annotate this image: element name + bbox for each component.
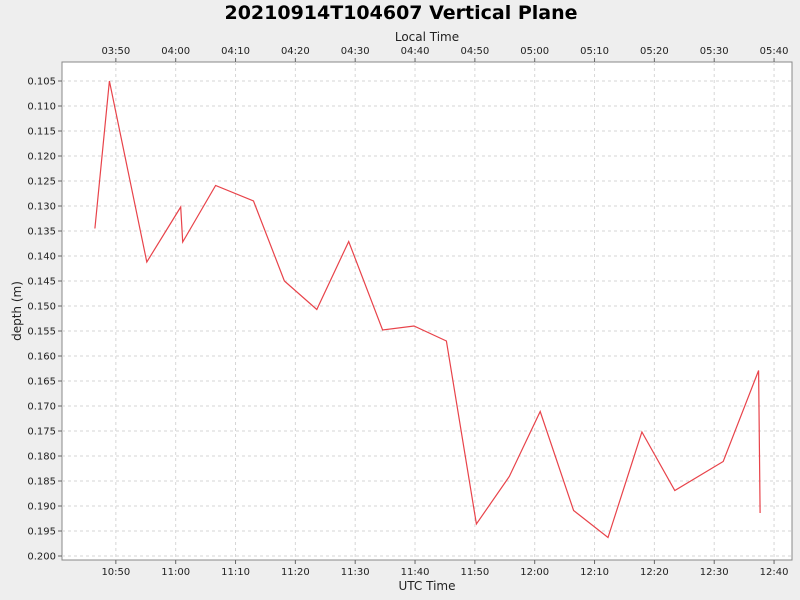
x-tick-label: 10:50 (101, 567, 130, 578)
y-tick-label: 0.135 (27, 227, 56, 238)
y-tick-label: 0.105 (27, 77, 56, 88)
x2-tick-label: 05:30 (700, 46, 729, 57)
y-tick-label: 0.155 (27, 327, 56, 338)
y-tick-label: 0.185 (27, 477, 56, 488)
x2-tick-label: 04:50 (460, 46, 489, 57)
x-tick-label: 11:50 (460, 567, 489, 578)
y-tick-label: 0.170 (27, 402, 56, 413)
x2-tick-label: 03:50 (101, 46, 130, 57)
x2-tick-label: 05:20 (640, 46, 669, 57)
x2-tick-label: 04:20 (281, 46, 310, 57)
y-tick-label: 0.165 (27, 377, 56, 388)
x2-tick-label: 04:10 (221, 46, 250, 57)
y-tick-label: 0.115 (27, 127, 56, 138)
x-tick-label: 12:30 (700, 567, 729, 578)
y-tick-label: 0.120 (27, 152, 56, 163)
x-tick-label: 11:30 (341, 567, 370, 578)
y-tick-label: 0.130 (27, 202, 56, 213)
x-tick-label: 12:40 (760, 567, 789, 578)
y-tick-label: 0.145 (27, 277, 56, 288)
x-tick-label: 12:10 (580, 567, 609, 578)
x2-tick-label: 04:40 (401, 46, 430, 57)
series-layer (94, 80, 761, 539)
y-tick-label: 0.110 (27, 102, 56, 113)
axis-ticks: 10:50 03:50 11:00 04:00 11:10 04:10 11:20 04:20… (27, 46, 788, 578)
x2-tick-label: 04:30 (341, 46, 370, 57)
y-tick-label: 0.190 (27, 502, 56, 513)
x2-tick-label: 05:10 (580, 46, 609, 57)
y-tick-label: 0.160 (27, 352, 56, 363)
grid (62, 62, 792, 560)
x2-tick-label: 05:00 (520, 46, 549, 57)
plot-area (61, 61, 793, 561)
chart-title: 20210914T104607 Vertical Plane (224, 2, 577, 24)
y-tick-label: 0.125 (27, 177, 56, 188)
bottom-axis-label: UTC Time (399, 579, 456, 593)
x-tick-label: 12:20 (640, 567, 669, 578)
y-tick-label: 0.140 (27, 252, 56, 263)
x-tick-label: 11:20 (281, 567, 310, 578)
x-tick-label: 12:00 (520, 567, 549, 578)
x-tick-label: 11:40 (401, 567, 430, 578)
y-tick-label: 0.200 (27, 552, 56, 563)
y-tick-label: 0.175 (27, 427, 56, 438)
y-tick-label: 0.195 (27, 527, 56, 538)
x2-tick-label: 05:40 (760, 46, 789, 57)
y-tick-label: 0.150 (27, 302, 56, 313)
y-tick-label: 0.180 (27, 452, 56, 463)
x-tick-label: 11:10 (221, 567, 250, 578)
top-axis-label: Local Time (395, 30, 459, 44)
x2-tick-label: 04:00 (161, 46, 190, 57)
series-line (94, 80, 761, 539)
x-tick-label: 11:00 (161, 567, 190, 578)
y-axis-label: depth (m) (10, 281, 24, 341)
